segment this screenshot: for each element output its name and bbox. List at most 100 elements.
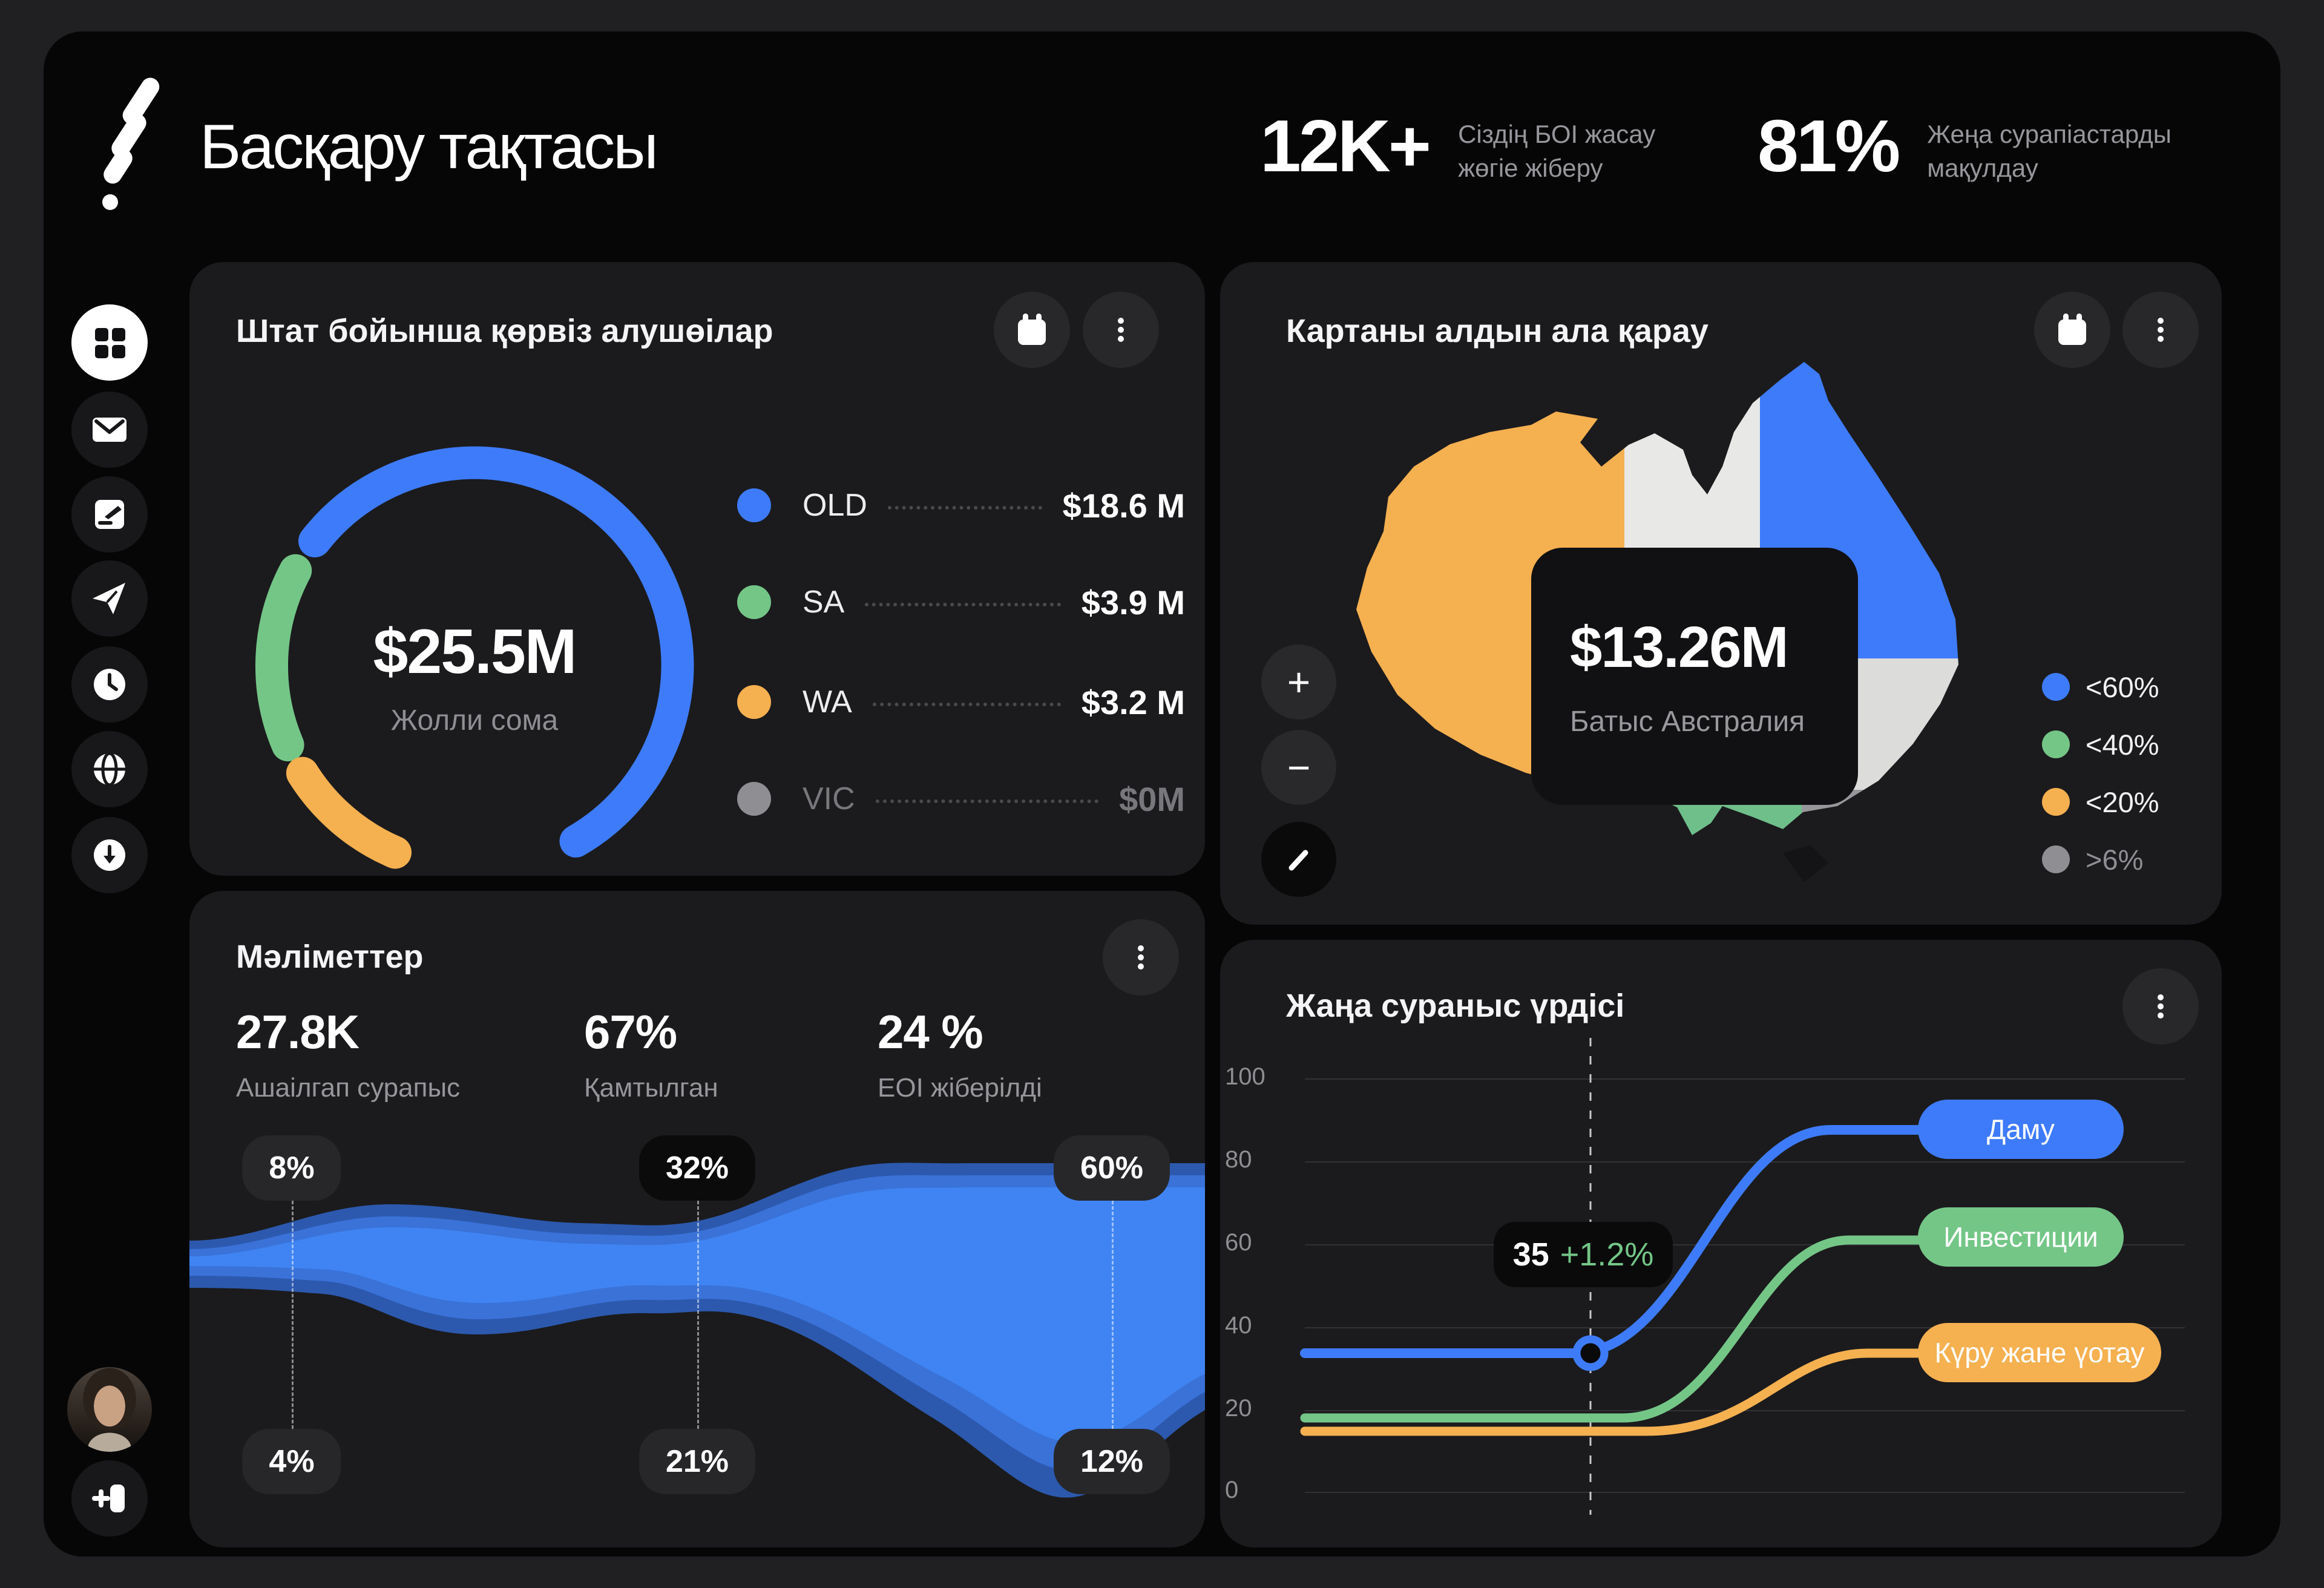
gauge-total: $25.5M Жолли сома: [293, 616, 656, 737]
sidebar-item-history[interactable]: [71, 646, 148, 723]
gauge-chart: [255, 446, 694, 869]
calendar-button[interactable]: [2034, 292, 2110, 368]
user-avatar[interactable]: [67, 1367, 152, 1452]
trend-tooltip: 35 +1.2%: [1494, 1222, 1673, 1287]
map-zoom-in-button[interactable]: +: [1261, 645, 1336, 720]
map-region-vic[interactable]: [1802, 790, 2055, 891]
map-edit-button[interactable]: [1261, 822, 1336, 897]
legend-row-wa: WA $3.2 M: [737, 678, 1185, 726]
series-label-damu: Даму: [1918, 1100, 2124, 1159]
header-stat-label: Жеңа сурапіастарды мақулдау: [1927, 120, 2171, 183]
legend-leader: [865, 603, 1061, 606]
legend-value: $3.2 M: [1081, 683, 1185, 721]
sidebar-item-notes[interactable]: [71, 476, 148, 553]
legend-label: VIC: [803, 781, 855, 816]
y-tick-40: 40: [1225, 1312, 1252, 1339]
y-tick-100: 100: [1225, 1063, 1265, 1090]
stat-value: 24 %: [878, 1005, 983, 1058]
sidebar-item-dashboard[interactable]: [71, 304, 148, 381]
legend-leader: [872, 703, 1061, 706]
stat-value: 67%: [584, 1005, 677, 1058]
legend-leader: [887, 506, 1042, 510]
card-title: Мәліметтер: [236, 939, 424, 975]
map-preview-card: Картаны алдын ала қарау: [1220, 262, 2222, 925]
legend-dot: [737, 685, 771, 719]
y-tick-0: 0: [1225, 1477, 1239, 1503]
stage-badge-bottom-1: 4%: [242, 1429, 341, 1494]
card-title: Штат бойынша қөрвіз алушөілар: [236, 313, 773, 349]
map-legend-60: <60%: [2042, 669, 2159, 705]
legend-value: $18.6 M: [1062, 486, 1185, 525]
add-account-icon: [92, 1485, 125, 1512]
legend-dot: [2042, 845, 2070, 873]
recipients-by-state-card: Штат бойынша қөрвіз алушөілар $25.5M Ж: [189, 262, 1205, 876]
legend-label: <60%: [2086, 671, 2159, 703]
card-menu-button[interactable]: [2122, 968, 2199, 1045]
calendar-icon: [1018, 313, 1046, 345]
stage-badge-top-2: 32%: [638, 1135, 756, 1201]
stage-badge-bottom-2: 21%: [638, 1429, 756, 1494]
demand-trend-card: Жаңа сураныс үрдісі 100 80 60 40 20 0: [1220, 940, 2222, 1547]
card-menu-button[interactable]: [2122, 292, 2199, 368]
pencil-icon: [1288, 850, 1308, 871]
card-menu-button[interactable]: [1083, 292, 1159, 368]
y-tick-20: 20: [1225, 1395, 1252, 1422]
legend-leader: [875, 799, 1099, 803]
stat-label: Ашаілгап сурапыс: [236, 1073, 461, 1103]
legend-label: <40%: [2086, 728, 2159, 761]
series-line-damu: [1300, 1125, 1933, 1358]
y-tick-80: 80: [1225, 1146, 1252, 1173]
globe-icon: [94, 752, 125, 787]
map-region-tas[interactable]: [1783, 845, 1828, 882]
detail-stat-eoi: 24 % EOI жіберілді: [878, 1005, 1042, 1103]
sidebar-item-mail[interactable]: [71, 392, 148, 468]
legend-row-vic: VIC $0M: [737, 775, 1185, 823]
map-zoom-out-button[interactable]: −: [1261, 730, 1336, 805]
card-title: Жаңа сураныс үрдісі: [1286, 988, 1625, 1024]
header-stat-approval: 81% Жеңа сурапіастарды мақулдау: [1758, 109, 2171, 186]
legend-value: $0M: [1119, 779, 1185, 818]
series-label-invest: Инвестиции: [1918, 1207, 2124, 1267]
stat-value: 27.8K: [236, 1005, 359, 1058]
stage-badge-bottom-3: 12%: [1053, 1429, 1170, 1494]
calendar-button[interactable]: [994, 292, 1070, 368]
sidebar-item-send[interactable]: [71, 560, 148, 637]
stage-badge-top-3: 60%: [1053, 1135, 1170, 1201]
legend-row-old: OLD $18.6 M: [737, 481, 1185, 530]
legend-dot: [737, 585, 771, 619]
gauge-total-value: $25.5M: [373, 617, 577, 687]
stage-guide-line: [292, 1201, 294, 1429]
tooltip-value: 35: [1512, 1236, 1549, 1273]
legend-label: <20%: [2086, 786, 2159, 818]
brand-logo-icon[interactable]: [85, 74, 206, 213]
kebab-menu-icon: [2158, 318, 2164, 342]
legend-dot: [2042, 788, 2070, 816]
header-stat-label: Сіздің БОІ жасау жөгіе жіберу: [1458, 120, 1656, 183]
sidebar-item-login[interactable]: [71, 1460, 148, 1537]
map-legend-6: >6%: [2042, 841, 2143, 878]
plus-icon: +: [1287, 660, 1311, 704]
app-window: Басқару тақтасы 12K+ Сіздің БОІ жасау жө…: [44, 31, 2280, 1557]
card-title: Картаны алдын ала қарау: [1286, 313, 1709, 349]
card-menu-button[interactable]: [1103, 919, 1179, 996]
legend-value: $3.9 M: [1081, 583, 1185, 622]
minus-icon: −: [1287, 745, 1311, 790]
map-tooltip-value: $13.26M: [1570, 615, 1789, 680]
legend-dot: [2042, 673, 2070, 701]
legend-dot: [737, 782, 771, 816]
sidebar-item-globe[interactable]: [71, 731, 148, 807]
map-legend-40: <40%: [2042, 726, 2159, 763]
map-legend-20: <20%: [2042, 784, 2159, 820]
clock-icon: [94, 669, 125, 700]
header-stat-value: 81%: [1758, 105, 1900, 187]
kebab-menu-icon: [1138, 945, 1144, 970]
header-stat-eoi: 12K+ Сіздің БОІ жасау жөгіе жіберу: [1260, 109, 1655, 186]
gauge-total-label: Жолли сома: [390, 704, 559, 737]
stat-label: EOI жіберілді: [878, 1073, 1042, 1103]
legend-row-sa: SA $3.9 M: [737, 578, 1185, 626]
sidebar-item-downloads[interactable]: [71, 817, 148, 893]
tooltip-delta: +1.2%: [1560, 1236, 1654, 1273]
y-tick-60: 60: [1225, 1229, 1252, 1256]
legend-dot: [737, 488, 771, 522]
